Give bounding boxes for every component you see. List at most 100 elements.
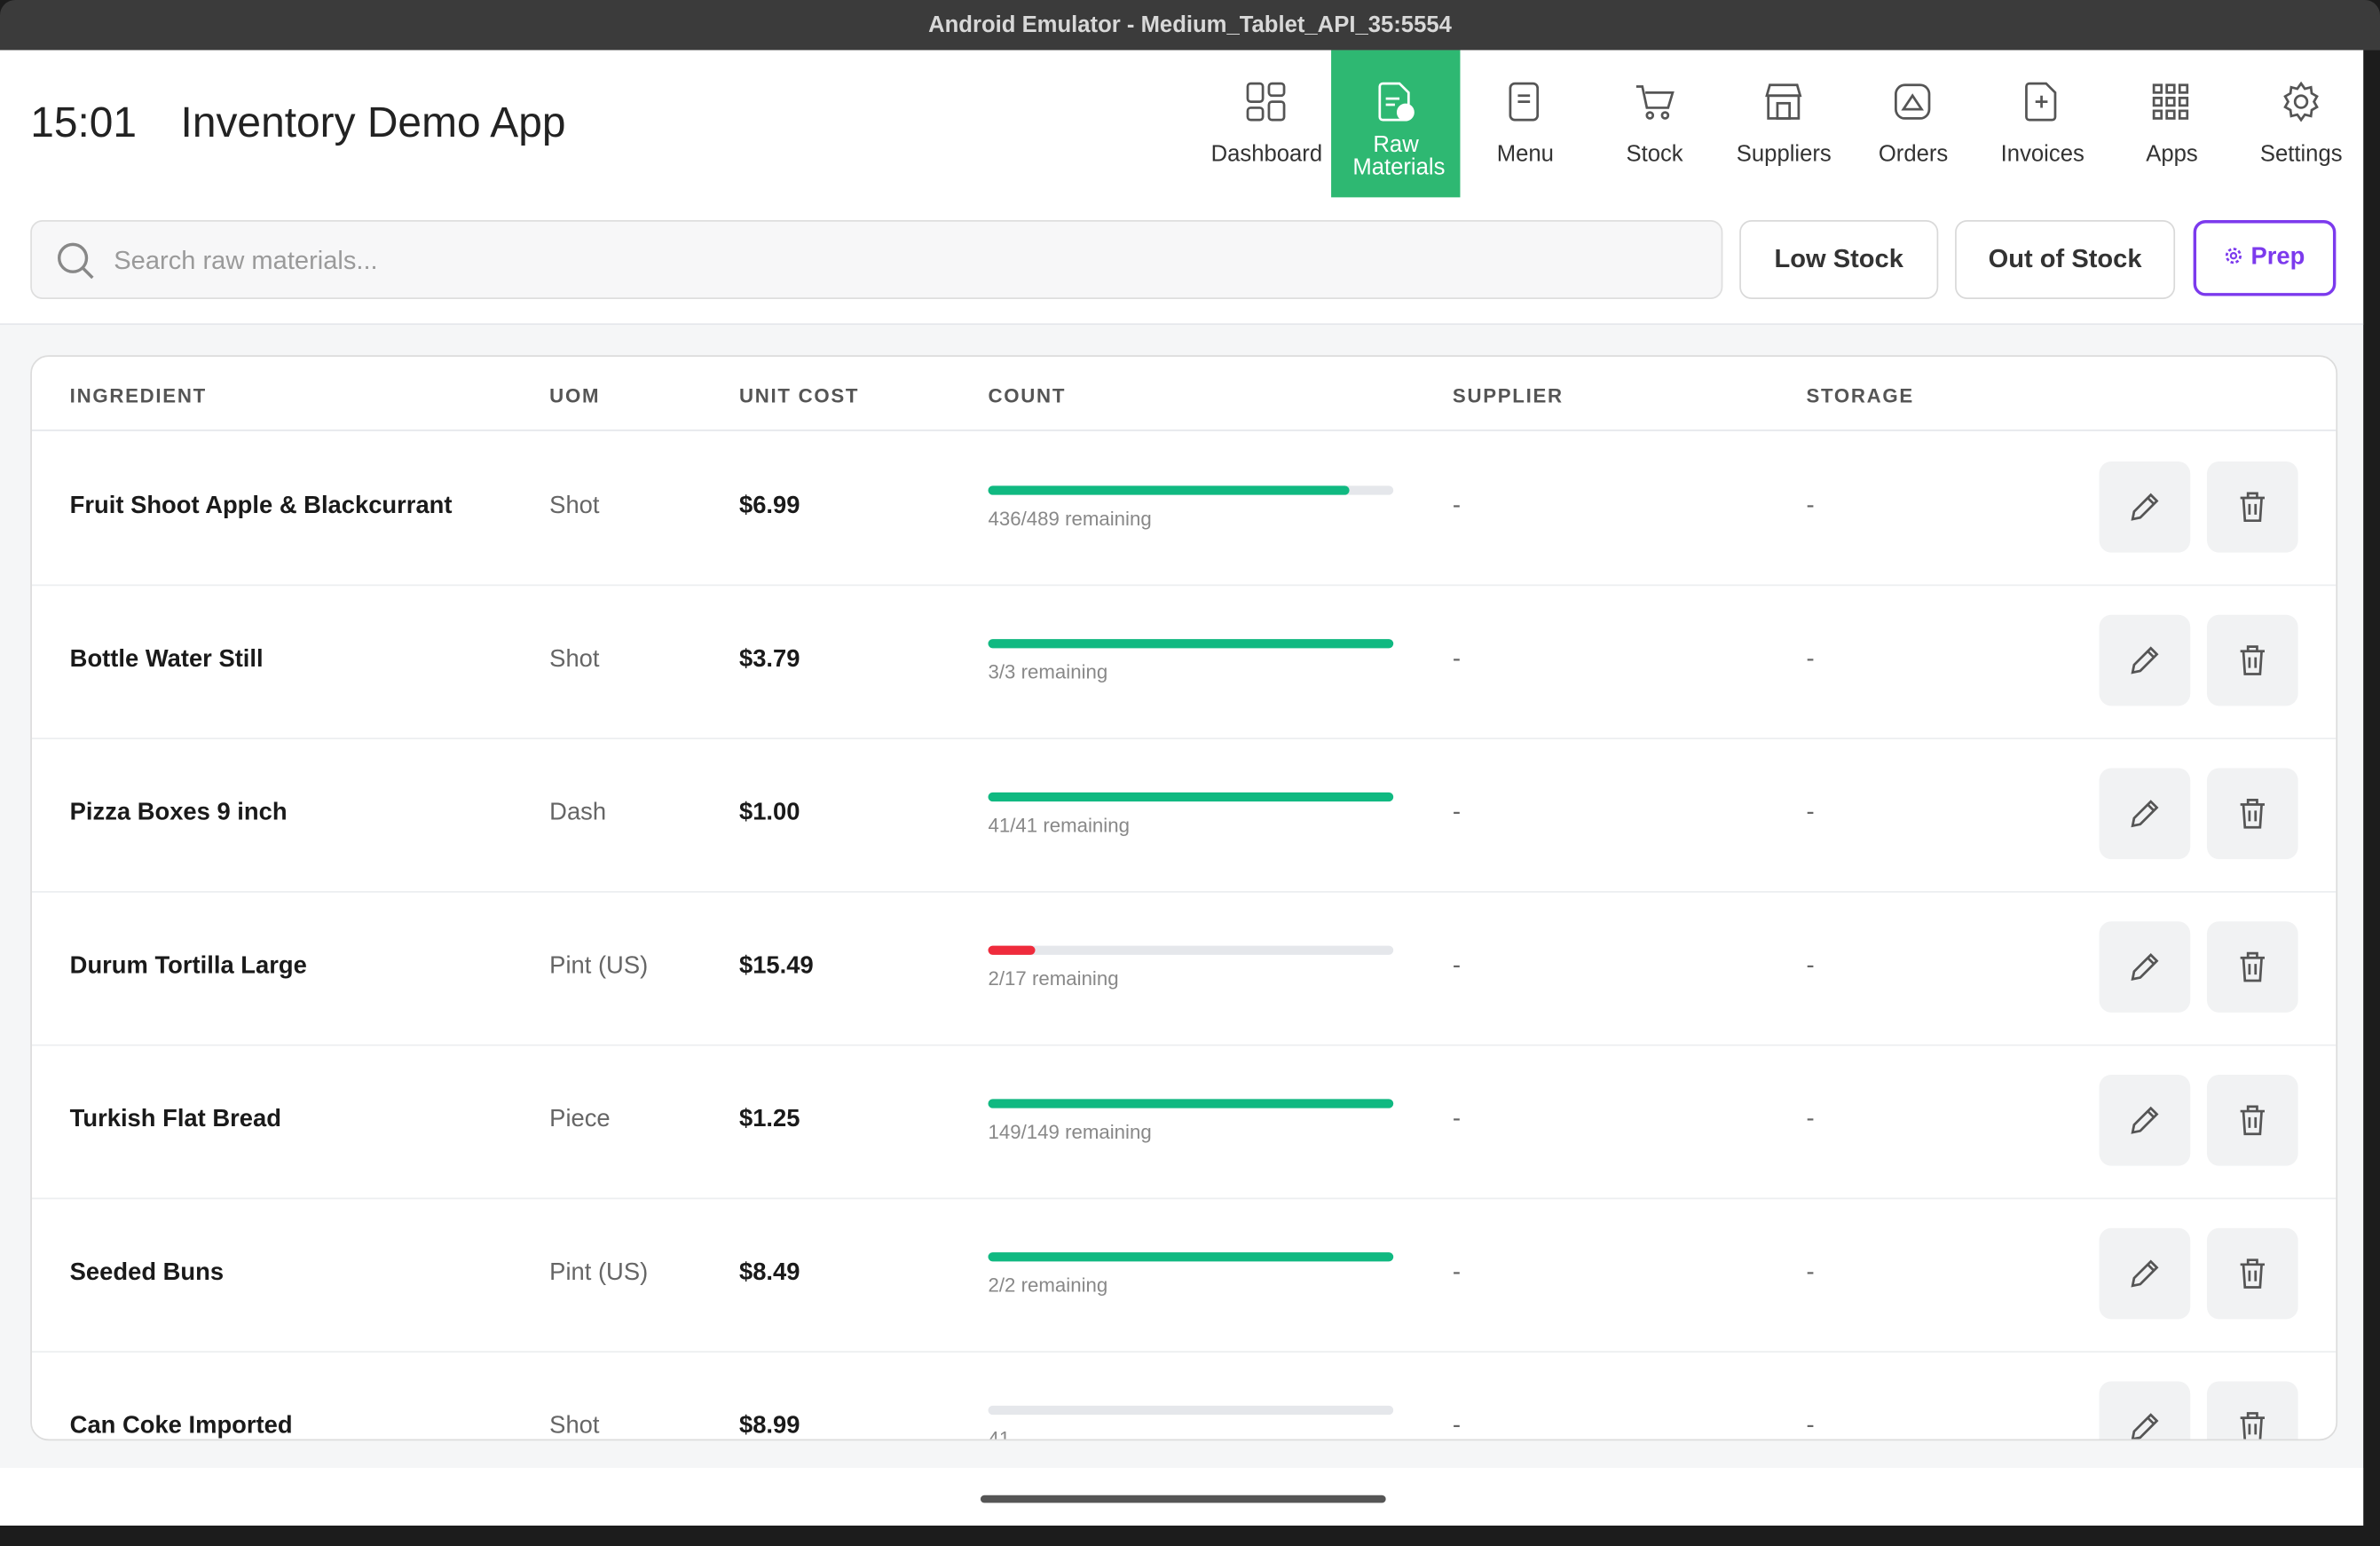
edit-icon xyxy=(2131,1413,2159,1440)
storage: - xyxy=(1806,800,1815,826)
nav-item[interactable]: Suppliers xyxy=(1720,50,1848,197)
edit-button[interactable] xyxy=(2099,1381,2191,1440)
supplier: - xyxy=(1452,1413,1462,1440)
delete-icon xyxy=(2240,799,2266,829)
table-row: Durum Tortilla Large Pint (US) $15.49 2/17 … xyxy=(31,891,2337,1046)
app: 15:01 Inventory Demo App Dashboard Raw Ma… xyxy=(0,50,2364,1526)
delete-icon xyxy=(2240,645,2266,675)
table-row: Can Coke Imported Shot $8.99 41 - - xyxy=(32,1351,2336,1440)
nav-item[interactable]: Apps xyxy=(2108,50,2236,197)
count-label: 436/489 remaining xyxy=(988,507,1152,530)
unit-cost: $3.79 xyxy=(738,646,800,673)
top-bar: 15:01 Inventory Demo App Dashboard Raw Ma… xyxy=(0,50,2364,326)
filter-button[interactable]: Out of Stock xyxy=(1955,220,2176,299)
ingredient-name: Turkish Flat Bread xyxy=(69,1106,281,1133)
count-track xyxy=(988,485,1394,495)
table-row: Pizza Boxes 9 inch Dash $1.00 41/41 remaini… xyxy=(31,738,2337,893)
search-box[interactable]: Search raw materials... xyxy=(30,220,1723,299)
delete-icon xyxy=(2240,492,2266,523)
filter-button[interactable]: Low Stock xyxy=(1739,220,1939,299)
uom: Shot xyxy=(549,646,600,673)
storage: - xyxy=(1806,1106,1815,1133)
unit-cost: $8.49 xyxy=(738,1259,800,1286)
edit-icon xyxy=(2131,952,2159,981)
nav-item[interactable]: Orders xyxy=(1848,50,1977,197)
ingredient-name: Bottle Water Still xyxy=(69,646,264,673)
delete-button[interactable] xyxy=(2207,1075,2298,1166)
count-track xyxy=(988,792,1394,802)
supplier: - xyxy=(1452,493,1462,519)
storage: - xyxy=(1806,953,1815,980)
edit-icon xyxy=(2131,493,2159,521)
edit-button[interactable] xyxy=(2099,614,2191,706)
nav-icon xyxy=(1635,85,1675,120)
edit-button[interactable] xyxy=(2099,921,2191,1013)
table-row: Seeded Buns Pint (US) $8.49 2/2 remaining - - xyxy=(31,1198,2337,1353)
delete-button[interactable] xyxy=(2207,614,2298,706)
column-header: UOM xyxy=(549,383,601,407)
edit-icon xyxy=(2131,646,2159,674)
storage: - xyxy=(1806,646,1815,673)
delete-button[interactable] xyxy=(2207,461,2298,553)
delete-button[interactable] xyxy=(2207,1227,2298,1320)
nav-label: Invoices xyxy=(2000,141,2084,168)
nav-item[interactable]: Invoices xyxy=(1978,50,2107,197)
supplier: - xyxy=(1452,953,1462,980)
delete-button[interactable] xyxy=(2207,921,2298,1013)
uom: Dash xyxy=(549,800,607,826)
nav-label: Suppliers xyxy=(1736,141,1832,168)
ingredient-name: Durum Tortilla Large xyxy=(69,953,307,980)
count-track xyxy=(988,1252,1394,1262)
count-bar xyxy=(988,485,1350,495)
gear-icon xyxy=(2226,248,2242,264)
count-bar xyxy=(988,639,1394,649)
count-bar xyxy=(988,1252,1394,1262)
count-label: 3/3 remaining xyxy=(988,660,1108,683)
nav-item[interactable]: Settings xyxy=(2237,50,2364,197)
nav-label: Dashboard xyxy=(1210,141,1323,168)
bottom-bar xyxy=(0,1468,2364,1526)
home-indicator[interactable] xyxy=(980,1495,1386,1503)
uom: Pint (US) xyxy=(549,953,649,980)
nav-icon xyxy=(2025,82,2057,122)
app-title: Inventory Demo App xyxy=(180,99,566,146)
count-bar xyxy=(988,1099,1394,1108)
nav-item[interactable]: Menu xyxy=(1461,50,1589,197)
count-label: 41 xyxy=(988,1426,1011,1441)
ingredient-name: Fruit Shoot Apple & Blackcurrant xyxy=(69,493,453,519)
table: INGREDIENT UOM UNIT COST COUNT SUPPLIER STORA… xyxy=(30,355,2338,1441)
delete-button[interactable] xyxy=(2207,1381,2298,1440)
nav-label: Stock xyxy=(1626,141,1683,168)
unit-cost: $15.49 xyxy=(738,953,814,980)
filter-button[interactable]: Prep xyxy=(2193,220,2337,296)
count-track xyxy=(988,1099,1394,1108)
nav-item[interactable]: Dashboard xyxy=(1202,50,1331,197)
unit-cost: $8.99 xyxy=(738,1413,800,1440)
edit-button[interactable] xyxy=(2099,1075,2191,1166)
storage: - xyxy=(1806,1413,1815,1440)
count-track xyxy=(988,1405,1394,1416)
edit-button[interactable] xyxy=(2099,1227,2191,1320)
column-header: STORAGE xyxy=(1806,383,1914,407)
storage: - xyxy=(1806,493,1815,519)
edit-icon xyxy=(2131,1259,2159,1288)
nav-label: Apps xyxy=(2146,141,2198,168)
count-label: 149/149 remaining xyxy=(988,1120,1152,1143)
uom: Pint (US) xyxy=(549,1259,649,1286)
nav-icon xyxy=(1509,82,1540,122)
column-header: INGREDIENT xyxy=(69,383,207,407)
nav-item[interactable]: Raw Materials xyxy=(1331,50,1461,198)
window-title: Android Emulator - Medium_Tablet_API_35:… xyxy=(0,0,2380,51)
unit-cost: $1.25 xyxy=(738,1106,800,1133)
edit-button[interactable] xyxy=(2099,768,2191,860)
nav-icon xyxy=(1894,83,1931,120)
edit-button[interactable] xyxy=(2099,461,2191,553)
delete-button[interactable] xyxy=(2207,768,2298,860)
storage: - xyxy=(1806,1259,1815,1286)
supplier: - xyxy=(1452,800,1462,826)
edit-icon xyxy=(2131,1106,2159,1134)
ingredient-name: Can Coke Imported xyxy=(69,1413,293,1440)
nav-item[interactable]: Stock xyxy=(1590,50,1719,197)
